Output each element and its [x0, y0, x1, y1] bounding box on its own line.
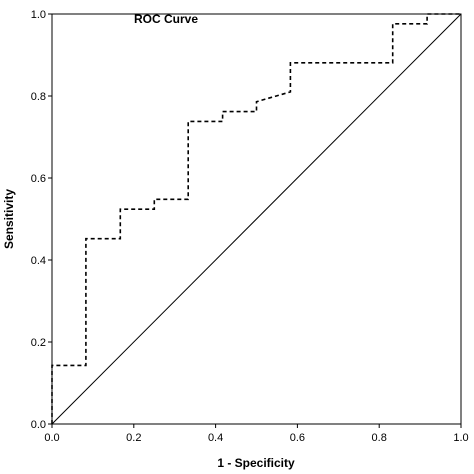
y-tick-label: 0.0	[31, 419, 46, 431]
y-tick-label: 0.8	[31, 91, 46, 103]
y-axis-ticks: 0.0 0.2 0.4 0.6 0.8 1.0	[31, 9, 52, 431]
y-tick-label: 0.6	[31, 173, 46, 185]
chart-title: ROC Curve	[134, 12, 198, 26]
series-layer	[51, 13, 462, 425]
x-tick-label: 0.0	[44, 432, 59, 444]
reference-diagonal-line	[51, 13, 462, 425]
x-tick-label: 0.4	[208, 432, 223, 444]
y-tick-label: 0.2	[31, 337, 46, 349]
y-tick-label: 1.0	[31, 9, 46, 21]
x-axis-title: 1 - Specificity	[217, 456, 295, 470]
plot-frame	[51, 13, 462, 425]
x-tick-label: 1.0	[453, 432, 468, 444]
y-axis-title: Sensitivity	[2, 189, 16, 249]
y-tick-label: 0.4	[31, 255, 46, 267]
x-tick-label: 0.8	[372, 432, 387, 444]
x-axis-ticks: 0.0 0.2 0.4 0.6 0.8 1.0	[44, 424, 469, 444]
x-tick-label: 0.6	[290, 432, 305, 444]
x-tick-label: 0.2	[126, 432, 141, 444]
